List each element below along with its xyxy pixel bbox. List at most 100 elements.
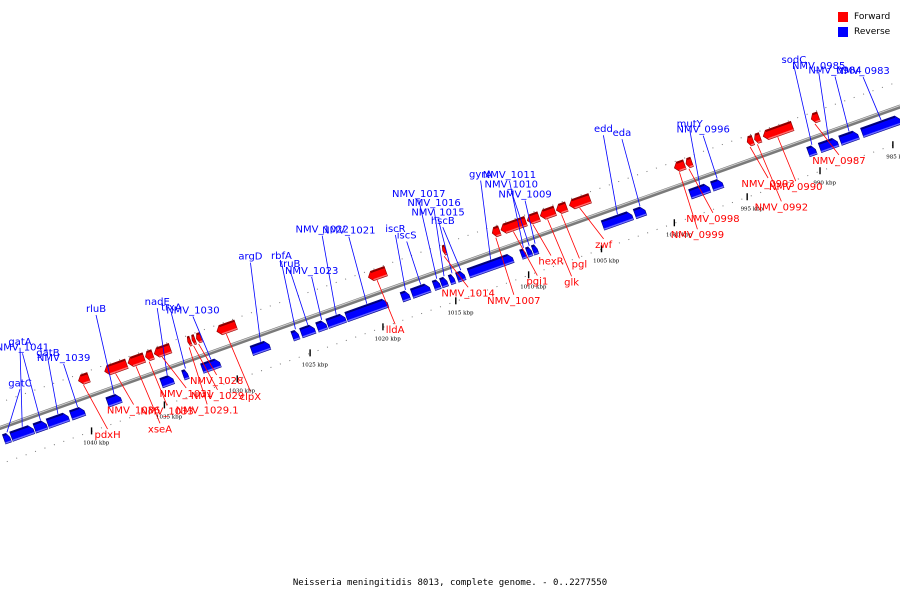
gene-nmv_0999-feature[interactable] xyxy=(673,159,687,173)
gene-hexr-feature[interactable] xyxy=(525,211,541,226)
gene-iscs-feature[interactable] xyxy=(409,283,432,299)
gene-leader-line xyxy=(6,389,21,433)
gene-label-pgl: pgl xyxy=(572,259,587,270)
legend-item-forward: Forward xyxy=(838,9,890,24)
gene-features[interactable] xyxy=(1,111,900,445)
gene-muty-feature[interactable] xyxy=(688,183,712,200)
gene-nmv_0984-feature[interactable] xyxy=(838,130,860,146)
gene-gatb-feature[interactable] xyxy=(45,412,71,429)
gene-nmv_1009-feature[interactable] xyxy=(530,244,540,256)
gene-label-gata: gatA xyxy=(8,337,31,348)
gene-leader-line xyxy=(193,345,218,390)
gene-nmv_1033-feature[interactable] xyxy=(144,349,155,362)
gene-nmv_1029-feature[interactable] xyxy=(190,334,198,345)
gene-leader-line xyxy=(22,353,41,421)
gene-glk-feature[interactable] xyxy=(539,205,557,221)
gene-label-zwf: zwf xyxy=(595,240,612,251)
gene-nmv_0985-feature[interactable] xyxy=(817,137,840,154)
gene-nmv_1015-feature[interactable] xyxy=(447,274,457,286)
gene-label-nade: nadE xyxy=(145,297,170,308)
gene-nmv_1011-feature[interactable] xyxy=(519,248,528,260)
gene-leader-line xyxy=(510,190,530,246)
gene-nmv_1028-feature[interactable] xyxy=(195,332,203,344)
gene-nmv_1021-feature[interactable] xyxy=(344,298,390,323)
gene-llda-feature[interactable] xyxy=(367,265,388,282)
gene-trxa-feature[interactable] xyxy=(181,369,190,381)
gene-sodc-feature[interactable] xyxy=(806,145,818,158)
gene-label-clpx: clpX xyxy=(240,392,262,403)
gene-hscb-feature[interactable] xyxy=(455,270,467,283)
gene-leader-line xyxy=(814,123,840,156)
gene-edd-feature[interactable] xyxy=(600,210,635,231)
genome-backbone xyxy=(0,83,900,464)
gene-label-nmv_0983: NMV_0983 xyxy=(836,66,889,77)
gene-nmv_1022-feature[interactable] xyxy=(325,313,348,329)
gene-leader-line xyxy=(250,262,261,342)
gene-label-trub: truB xyxy=(279,259,300,270)
gene-nmv_1017-feature[interactable] xyxy=(431,279,442,291)
gene-gatc-feature[interactable] xyxy=(1,432,12,445)
gene-nmv_1007-feature[interactable] xyxy=(491,225,502,238)
gene-nade-feature[interactable] xyxy=(159,374,176,389)
gene-gata-feature[interactable] xyxy=(9,424,36,442)
gene-leader-line xyxy=(47,358,59,415)
gene-nmv_0993-feature[interactable] xyxy=(745,134,756,147)
scale-tick-label: 1035 kbp xyxy=(156,415,183,421)
gene-label-gatc: gatC xyxy=(8,378,31,389)
gene-nmv_1039-feature[interactable] xyxy=(68,406,87,421)
gene-leader-line xyxy=(442,227,462,271)
gene-leader-line xyxy=(532,224,552,256)
gene-label-nmv_1021: NMV_1021 xyxy=(322,226,375,237)
gene-pdxh-feature[interactable] xyxy=(77,372,91,386)
gene-label-edd: edd xyxy=(594,124,613,135)
scale-tick-label: 1015 kbp xyxy=(447,311,474,317)
gene-rlub-feature[interactable] xyxy=(105,393,123,408)
gene-leader-line xyxy=(115,373,134,405)
gene-leader-line xyxy=(818,71,830,139)
gene-leader-line xyxy=(561,214,580,259)
gene-label-eda: eda xyxy=(613,128,632,139)
gene-nmv_1029-1-feature[interactable] xyxy=(186,335,193,347)
gene-label-nmv_0998: NMV_0998 xyxy=(686,214,739,225)
gene-leader-line xyxy=(321,235,337,315)
gene-nmv_0996-feature[interactable] xyxy=(710,178,725,192)
gene-label-nmv_0992: NMV_0992 xyxy=(755,202,808,213)
gene-pgl-feature[interactable] xyxy=(555,201,569,215)
gene-clpx-feature[interactable] xyxy=(215,319,238,336)
gene-eda-feature[interactable] xyxy=(632,206,648,220)
gene-argd-feature[interactable] xyxy=(249,340,272,356)
gene-nmv_0990-feature[interactable] xyxy=(762,120,795,141)
gene-nmv_1030-feature[interactable] xyxy=(200,358,222,374)
gene-nmv_0987-feature[interactable] xyxy=(810,111,821,124)
gene-nmv_1036-feature[interactable] xyxy=(103,358,129,376)
gene-leader-line xyxy=(225,333,251,392)
gene-label-nmv_1039: NMV_1039 xyxy=(37,353,90,364)
gene-nmv_1031-feature[interactable] xyxy=(153,342,173,358)
gene-leader-line xyxy=(135,366,161,424)
gene-label-iscr: iscR xyxy=(385,224,405,235)
gene-label-argd: argD xyxy=(238,252,262,263)
gene-nmv_1023-feature[interactable] xyxy=(315,320,329,333)
gene-gyra-feature[interactable] xyxy=(466,253,515,279)
gene-leader-line xyxy=(621,139,641,207)
gene-zwf-feature[interactable] xyxy=(568,193,592,211)
gene-nmv_0992-feature[interactable] xyxy=(753,132,763,144)
gene-nmv_1016-feature[interactable] xyxy=(439,276,450,289)
reverse-track-guide xyxy=(3,142,900,464)
legend-item-reverse: Reverse xyxy=(838,24,890,39)
gene-leader-line xyxy=(433,209,445,277)
gene-nmv_0998-feature[interactable] xyxy=(684,156,694,169)
gene-rbfa-feature[interactable] xyxy=(290,329,301,342)
gene-xsea-feature[interactable] xyxy=(126,352,147,368)
gene-trub-feature[interactable] xyxy=(299,324,317,339)
gene-nmv_1010-feature[interactable] xyxy=(525,246,534,258)
gene-label-nmv_1011: NMV_1011 xyxy=(483,170,536,181)
gene-nmv_0983-feature[interactable] xyxy=(860,115,900,138)
gene-label-nmv_1023: NMV_1023 xyxy=(285,266,338,277)
gene-label-pdxh: pdxH xyxy=(94,430,120,441)
gene-label-gatb: gatB xyxy=(36,348,59,359)
gene-iscr-feature[interactable] xyxy=(399,290,412,303)
gene-nmv_1041-feature[interactable] xyxy=(32,420,49,434)
